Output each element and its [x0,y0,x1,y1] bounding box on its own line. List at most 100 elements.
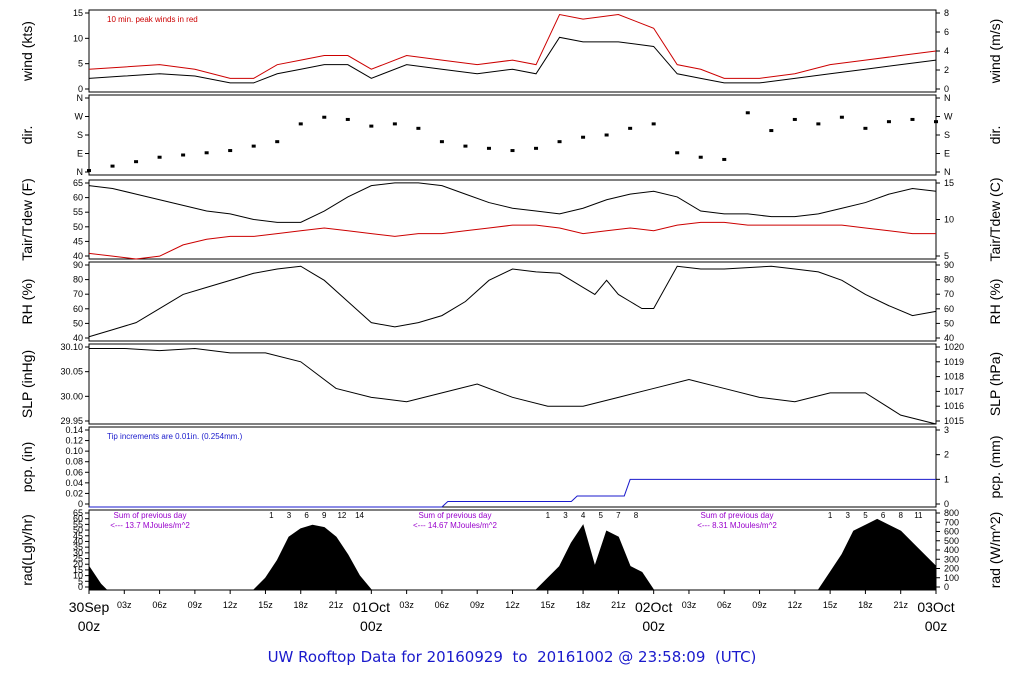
hour-mark: 3 [287,511,292,520]
panel-frame-pcp [88,426,937,508]
x-hour-label: 21z [893,600,908,610]
y-axis-label-right: rad (W/m^2) [987,512,1003,589]
x-day-label: 30Sep [69,599,110,615]
data-point [910,117,915,121]
left-tick-label: 30 [73,548,83,558]
x-hour-label: 06z [152,600,167,610]
y-axis-label-right: Tair/Tdew (C) [987,177,1003,261]
right-tick-label: 1 [944,474,949,484]
data-point [839,115,844,119]
right-tick-label: 50 [944,318,954,328]
hour-mark: 5 [863,511,868,520]
series-line-tair [88,182,937,223]
hour-mark: 6 [304,511,309,520]
data-point [181,153,186,157]
left-tick-label: 29.95 [60,416,83,426]
left-tick-label: 0.12 [65,436,83,446]
x-hour-label: 06z [717,600,732,610]
left-tick-label: 70 [73,289,83,299]
data-point [769,129,774,133]
left-tick-label: 15 [73,8,83,18]
data-point [816,122,821,126]
day-sum-label: Sum of previous day [419,511,492,520]
data-point [698,155,703,159]
data-point [675,151,680,155]
x-day-label: 02Oct [635,599,672,615]
left-tick-label: 30.05 [60,367,83,377]
right-tick-label: 80 [944,275,954,285]
left-tick-label: 0.04 [65,478,83,488]
x-hour-label: 03z [682,600,697,610]
right-tick-label: 400 [944,545,959,555]
right-tick-label: 0 [944,84,949,94]
left-tick-label: 40 [73,333,83,343]
y-axis-label-left: SLP (inHg) [19,350,35,418]
y-axis-label-right: pcp. (mm) [987,436,1003,499]
x-hour-label: 18z [293,600,308,610]
right-tick-label: 100 [944,573,959,583]
data-point [87,169,91,173]
right-tick-label: 5 [944,251,949,261]
x-hour-label: 15z [541,600,556,610]
data-point [134,160,139,164]
footer-start-date: 20160929 [426,648,503,666]
footer-end-date: 20161002 @ 23:58:09 [537,648,706,666]
right-tick-label: 6 [944,27,949,37]
x-day-label: 01Oct [353,599,390,615]
left-tick-label: 50 [73,318,83,328]
right-tick-label: 1020 [944,342,964,352]
right-tick-label: W [944,112,953,122]
x-hour-label: 09z [752,600,767,610]
right-tick-label: 800 [944,508,959,518]
left-tick-label: 40 [73,251,83,261]
data-point [298,122,303,126]
right-tick-label: 10 [944,215,954,225]
series-line-pcp [89,478,936,508]
data-point [486,146,491,150]
left-tick-label: 10 [73,571,83,581]
x-hour-label: 09z [188,600,203,610]
hour-mark: 7 [616,511,621,520]
panel-frame-dir [88,94,937,176]
hour-mark: 9 [322,511,327,520]
data-point [369,124,374,128]
hour-mark: 3 [846,511,851,520]
data-point [275,140,280,144]
left-tick-label: 15 [73,565,83,575]
right-tick-label: E [944,149,950,159]
x-hour-label: 15z [823,600,838,610]
right-tick-label: 1015 [944,416,964,426]
left-tick-label: 80 [73,275,83,285]
hour-mark: 6 [881,511,886,520]
x-hour-label: 18z [858,600,873,610]
left-tick-label: S [77,130,83,140]
left-tick-label: 55 [73,207,83,217]
data-point [886,120,891,124]
right-tick-label: N [944,93,951,103]
day-sum-value: <--- 13.7 MJoules/m^2 [110,521,190,530]
right-tick-label: 70 [944,289,954,299]
footer-prefix: UW Rooftop Data for [267,648,422,666]
x-hour-label: 03z [399,600,414,610]
left-tick-label: 45 [73,236,83,246]
left-tick-label: 5 [78,576,83,586]
left-tick-label: 10 [73,33,83,43]
data-point [722,157,727,161]
left-tick-label: 5 [78,59,83,69]
x-hour-label: 15z [258,600,273,610]
data-point [934,120,938,124]
left-tick-label: 60 [73,514,83,524]
left-tick-label: 0.14 [65,425,83,435]
data-point [204,151,209,155]
x-hour-label: 21z [611,600,626,610]
y-axis-label-left: dir. [19,126,35,145]
data-point [557,140,562,144]
right-tick-label: 300 [944,554,959,564]
left-tick-label: 50 [73,222,83,232]
panel-frame-slp [88,343,937,425]
day-sum-label: Sum of previous day [701,511,774,520]
left-tick-label: 30.00 [60,391,83,401]
left-tick-label: 45 [73,531,83,541]
right-tick-label: 500 [944,536,959,546]
series-line-slp [89,347,937,425]
